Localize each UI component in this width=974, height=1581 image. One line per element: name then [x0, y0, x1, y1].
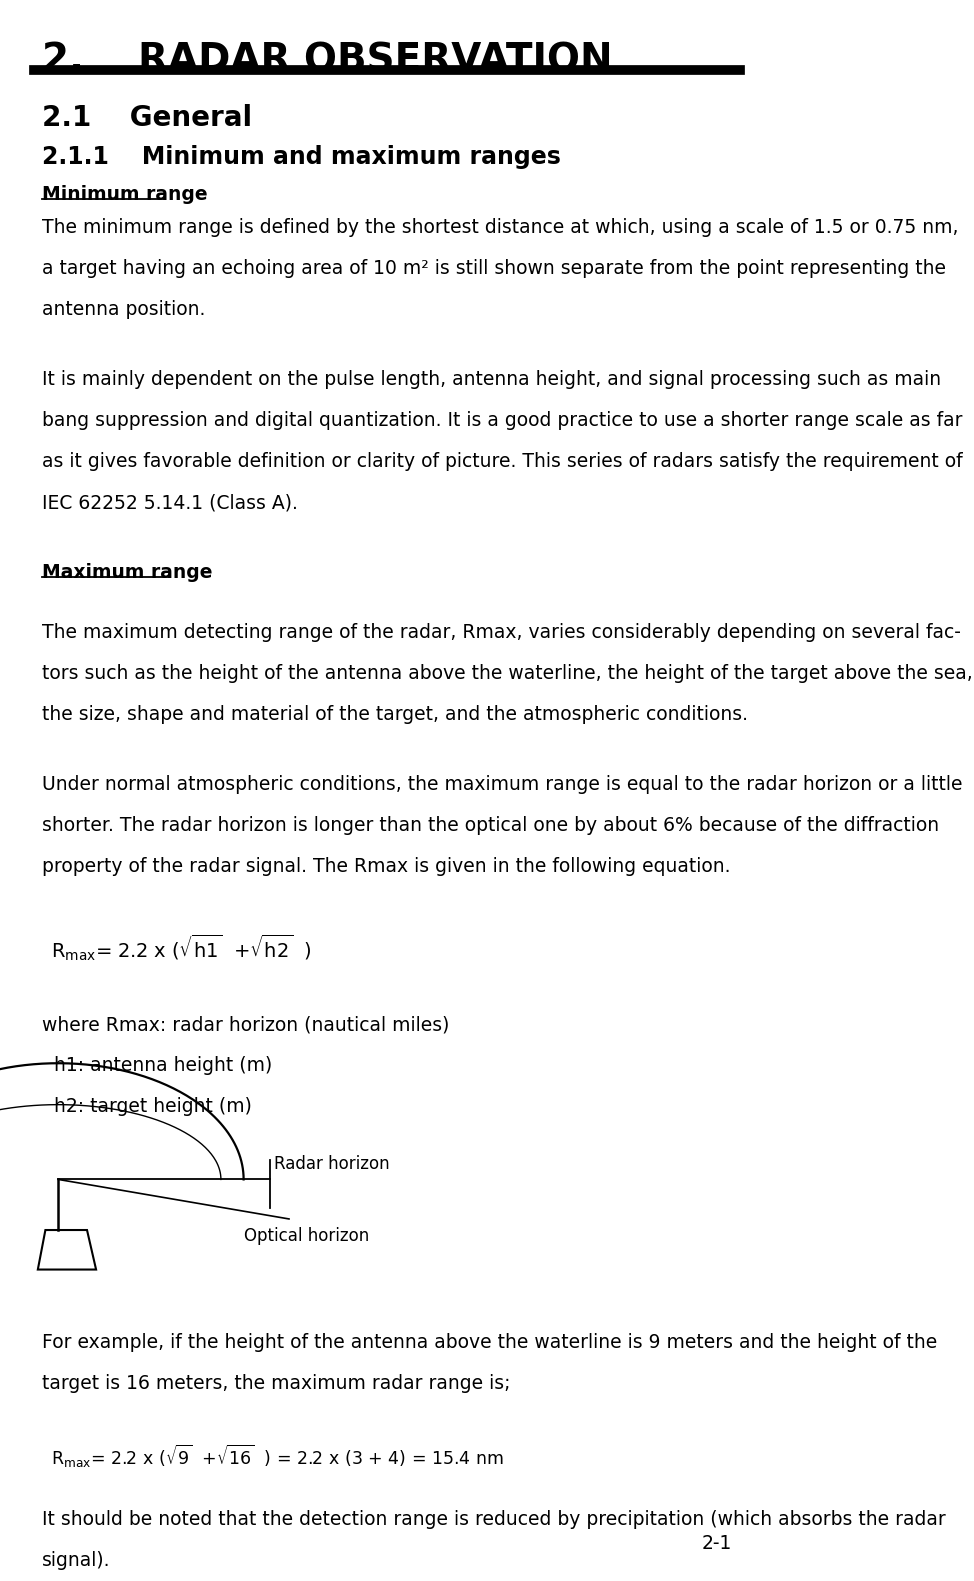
Text: a target having an echoing area of 10 m² is still shown separate from the point : a target having an echoing area of 10 m²… — [42, 259, 946, 278]
Text: bang suppression and digital quantization. It is a good practice to use a shorte: bang suppression and digital quantizatio… — [42, 411, 962, 430]
Text: tors such as the height of the antenna above the waterline, the height of the ta: tors such as the height of the antenna a… — [42, 664, 972, 683]
Text: Radar horizon: Radar horizon — [274, 1156, 390, 1173]
Text: signal).: signal). — [42, 1551, 110, 1570]
Text: antenna position.: antenna position. — [42, 300, 205, 319]
Text: as it gives favorable definition or clarity of picture. This series of radars sa: as it gives favorable definition or clar… — [42, 452, 962, 471]
Text: shorter. The radar horizon is longer than the optical one by about 6% because of: shorter. The radar horizon is longer tha… — [42, 816, 939, 835]
Text: 2.1.1    Minimum and maximum ranges: 2.1.1 Minimum and maximum ranges — [42, 145, 560, 169]
Text: 2.1    General: 2.1 General — [42, 104, 251, 133]
Text: For example, if the height of the antenna above the waterline is 9 meters and th: For example, if the height of the antenn… — [42, 1333, 937, 1352]
Text: It is mainly dependent on the pulse length, antenna height, and signal processin: It is mainly dependent on the pulse leng… — [42, 370, 941, 389]
Text: The minimum range is defined by the shortest distance at which, using a scale of: The minimum range is defined by the shor… — [42, 218, 958, 237]
Text: It should be noted that the detection range is reduced by precipitation (which a: It should be noted that the detection ra… — [42, 1510, 946, 1529]
Text: Minimum range: Minimum range — [42, 185, 207, 204]
Text: The maximum detecting range of the radar, Rmax, varies considerably depending on: The maximum detecting range of the radar… — [42, 623, 960, 642]
Text: Maximum range: Maximum range — [42, 563, 212, 582]
Text: where Rmax: radar horizon (nautical miles): where Rmax: radar horizon (nautical mile… — [42, 1015, 449, 1034]
Text: 2.    RADAR OBSERVATION: 2. RADAR OBSERVATION — [42, 41, 613, 79]
Text: 2-1: 2-1 — [702, 1534, 732, 1553]
Text: h1: antenna height (m): h1: antenna height (m) — [42, 1056, 272, 1075]
Text: R$_{\mathregular{max}}$= 2.2 x ($\sqrt{\mathregular{h1}}$  +$\sqrt{\mathregular{: R$_{\mathregular{max}}$= 2.2 x ($\sqrt{\… — [51, 933, 311, 963]
Text: Optical horizon: Optical horizon — [244, 1227, 369, 1244]
Text: property of the radar signal. The Rmax is given in the following equation.: property of the radar signal. The Rmax i… — [42, 857, 730, 876]
Text: h2: target height (m): h2: target height (m) — [42, 1097, 251, 1116]
Text: R$_{\mathregular{max}}$= 2.2 x ($\sqrt{\mathregular{9}}$  +$\sqrt{\mathregular{1: R$_{\mathregular{max}}$= 2.2 x ($\sqrt{\… — [51, 1443, 504, 1470]
Text: the size, shape and material of the target, and the atmospheric conditions.: the size, shape and material of the targ… — [42, 705, 748, 724]
Text: Under normal atmospheric conditions, the maximum range is equal to the radar hor: Under normal atmospheric conditions, the… — [42, 775, 962, 794]
Text: IEC 62252 5.14.1 (Class A).: IEC 62252 5.14.1 (Class A). — [42, 493, 297, 512]
Text: target is 16 meters, the maximum radar range is;: target is 16 meters, the maximum radar r… — [42, 1374, 510, 1393]
